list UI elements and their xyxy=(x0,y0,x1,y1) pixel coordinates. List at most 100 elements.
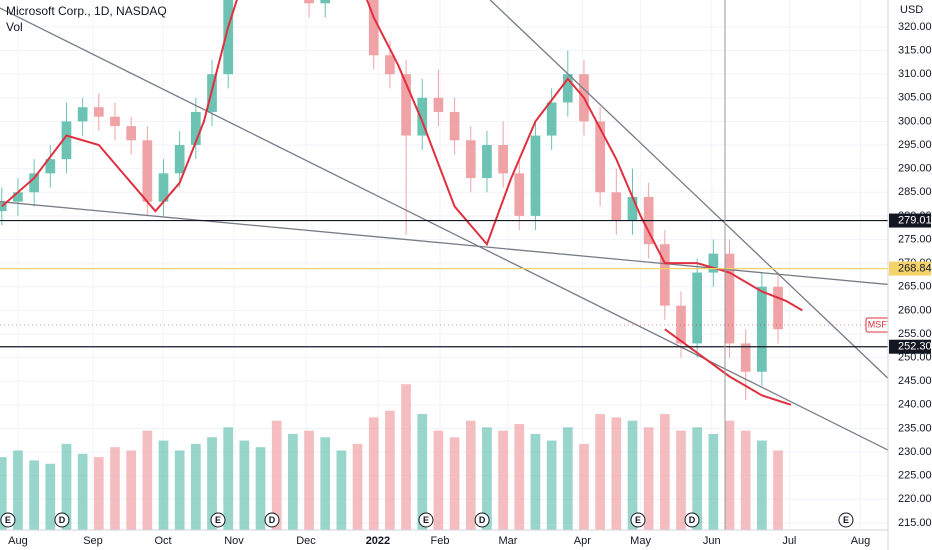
volume-bar xyxy=(611,417,622,530)
volume-bar xyxy=(288,433,298,530)
volume-bar xyxy=(368,417,379,530)
volume-bar xyxy=(724,420,735,530)
x-tick-label: Jul xyxy=(782,535,796,547)
candle-body xyxy=(126,126,137,141)
price-tag-label: 252.30 xyxy=(898,341,932,353)
candle-body xyxy=(0,201,7,212)
volume-bar xyxy=(514,424,525,530)
volume-bar xyxy=(498,430,508,530)
subtitle: Vol xyxy=(6,20,23,34)
volume-bar xyxy=(708,433,719,530)
candle-body xyxy=(45,159,56,174)
price-tag xyxy=(889,261,931,276)
candle-body xyxy=(110,116,120,127)
volume-bar xyxy=(352,443,363,530)
volume-bar xyxy=(595,414,605,530)
event-marker xyxy=(630,512,646,528)
volume-bar xyxy=(29,460,39,530)
volume-bar xyxy=(320,437,331,530)
candle-body xyxy=(142,140,153,202)
axes: 215.00 220.00 225.00 230.00 235.00 240.00 245.… xyxy=(0,21,932,547)
volume-bar xyxy=(562,427,573,530)
y-tick-label: 290.00 xyxy=(898,163,932,175)
volume-bar xyxy=(757,440,767,530)
candle-body xyxy=(724,253,735,344)
y-tick-label: 260.00 xyxy=(898,304,932,316)
event-marker xyxy=(838,512,854,528)
volume-bar xyxy=(773,450,783,530)
y-tick-label: 225.00 xyxy=(898,470,932,482)
candle-body xyxy=(304,0,314,4)
volume-bar xyxy=(433,430,444,530)
trendline xyxy=(489,0,888,380)
candle-body xyxy=(449,111,460,141)
y-tick-label: 275.00 xyxy=(898,233,932,245)
candle-body xyxy=(692,272,703,344)
volume-bar xyxy=(174,450,185,530)
candle-body xyxy=(77,107,88,122)
candle-body xyxy=(368,0,379,56)
event-label: E xyxy=(423,515,429,525)
candle-body xyxy=(320,0,331,4)
event-marker xyxy=(210,512,226,528)
x-tick-label: Jun xyxy=(703,535,721,547)
event-marker xyxy=(684,512,700,528)
y-tick-label: 220.00 xyxy=(898,493,932,505)
volume-bar xyxy=(659,414,670,530)
volume-bar xyxy=(126,450,137,530)
volume-bar xyxy=(190,443,201,530)
candle-body xyxy=(546,102,557,136)
y-tick-label: 310.00 xyxy=(898,68,932,80)
volume-bar xyxy=(530,433,541,530)
volume-bar xyxy=(336,450,347,530)
moving-average xyxy=(1,0,803,312)
volume-bar xyxy=(207,437,217,530)
candle-body xyxy=(611,192,622,221)
symbol-tag xyxy=(865,317,888,333)
candle-body xyxy=(174,145,185,174)
event-marker xyxy=(0,512,16,528)
event-label: E xyxy=(5,515,11,525)
candle-body xyxy=(61,121,72,160)
volume-bar xyxy=(0,457,7,530)
candle-body xyxy=(659,244,670,306)
y-tick-label: 285.00 xyxy=(898,186,932,198)
volume-bar xyxy=(61,443,72,530)
volume-bar xyxy=(77,453,88,530)
x-tick-label: Sep xyxy=(83,535,103,547)
x-tick-label: Feb xyxy=(431,535,450,547)
volume-bar xyxy=(385,410,395,530)
candle-body xyxy=(29,173,39,193)
event-label: D xyxy=(689,515,696,525)
y-tick-label: 230.00 xyxy=(898,446,932,458)
candle-body xyxy=(223,0,234,75)
candle-body xyxy=(465,140,476,179)
x-tick-label: May xyxy=(630,535,651,547)
trendline xyxy=(0,7,888,451)
volume-bar xyxy=(239,440,250,530)
volume-bar xyxy=(158,440,169,530)
x-tick-label: 2022 xyxy=(366,535,390,547)
volume-bar xyxy=(223,427,234,530)
price-tag xyxy=(889,339,931,354)
volume-bar xyxy=(304,430,314,530)
volume-bar xyxy=(676,430,686,530)
candle-body xyxy=(190,111,201,146)
x-tick-label: Nov xyxy=(224,535,244,547)
volume-bar xyxy=(627,420,638,530)
y-tick-label: 300.00 xyxy=(898,115,932,127)
event-label: E xyxy=(843,515,849,525)
volume-bar xyxy=(740,430,751,530)
candle-body xyxy=(773,286,783,330)
price-tag xyxy=(889,213,931,228)
price-tag-label: 268.84 xyxy=(898,262,932,274)
volume-bar xyxy=(546,440,557,530)
volume-bar xyxy=(13,450,23,530)
volume-bar xyxy=(417,414,428,530)
y-tick-label: 240.00 xyxy=(898,399,932,411)
candle-body xyxy=(482,145,492,179)
y-tick-label: 265.00 xyxy=(898,281,932,293)
volume-bar xyxy=(93,457,104,530)
